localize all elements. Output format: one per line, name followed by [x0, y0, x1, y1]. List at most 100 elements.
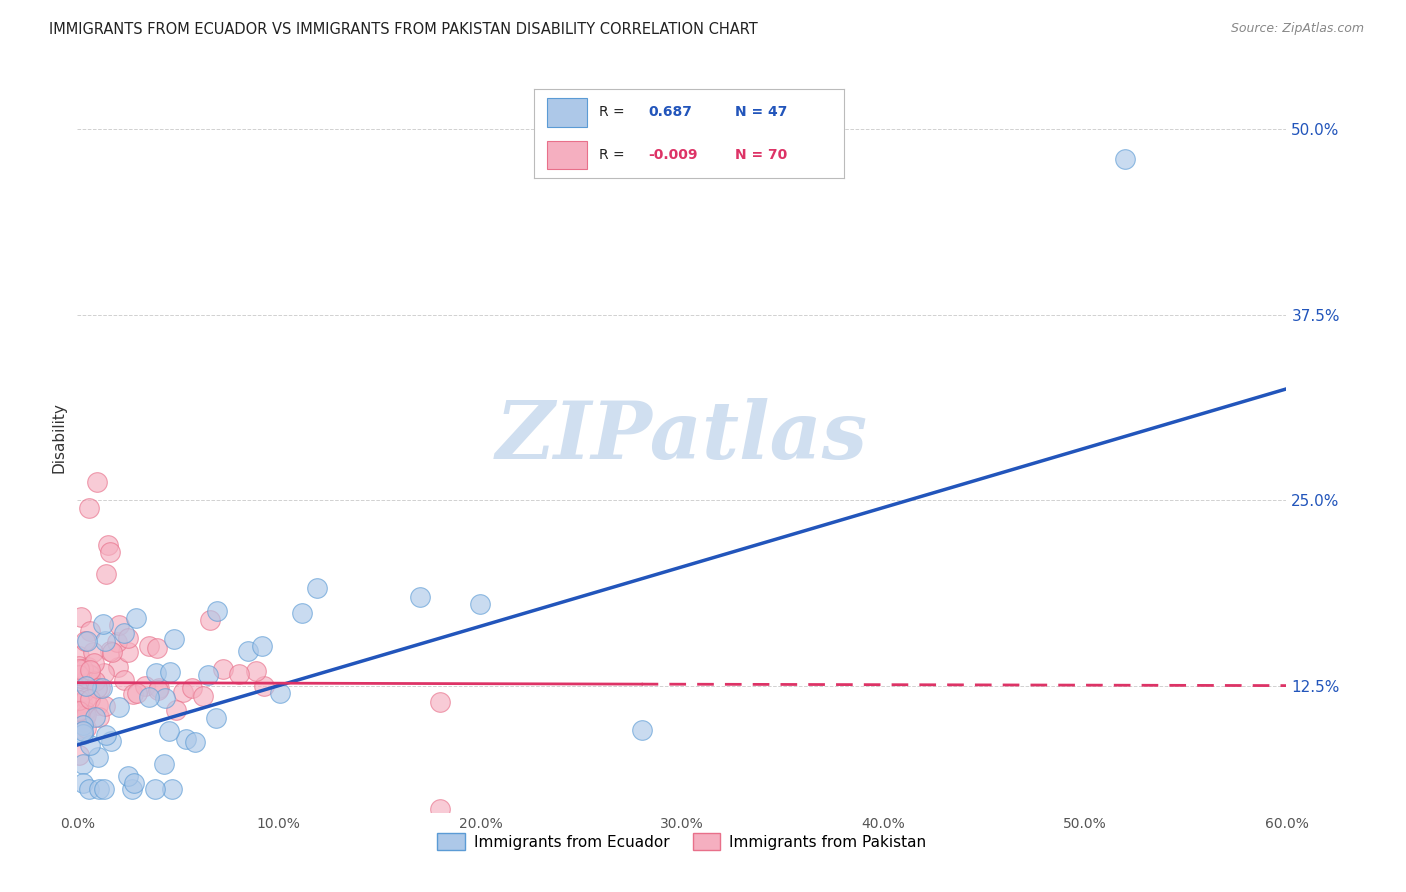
Point — [76, 659, 98, 673]
Point — [75, 690, 97, 705]
Point — [245, 664, 267, 678]
Point — [145, 782, 167, 797]
Point — [69, 676, 91, 690]
Point — [69, 703, 91, 717]
Point — [100, 734, 122, 748]
Point — [96, 538, 118, 552]
Point — [75, 634, 97, 648]
Point — [89, 710, 111, 724]
Point — [145, 665, 167, 680]
Point — [184, 735, 207, 749]
FancyBboxPatch shape — [547, 141, 586, 169]
Text: -0.009: -0.009 — [648, 148, 699, 161]
Point — [87, 698, 110, 712]
Point — [70, 671, 93, 685]
Point — [429, 802, 451, 816]
Point — [121, 782, 143, 797]
Point — [108, 617, 131, 632]
Point — [79, 668, 101, 682]
Point — [73, 704, 96, 718]
Point — [409, 590, 432, 604]
Point — [252, 639, 274, 653]
Point — [67, 649, 90, 664]
Point — [117, 631, 139, 645]
Point — [75, 721, 97, 735]
Point — [117, 645, 139, 659]
Point — [124, 776, 146, 790]
Point — [67, 662, 90, 676]
Point — [77, 782, 100, 797]
Point — [291, 606, 314, 620]
Text: 0.687: 0.687 — [648, 105, 693, 119]
Point — [83, 709, 105, 723]
Point — [96, 728, 118, 742]
Point — [93, 782, 115, 797]
Point — [83, 656, 105, 670]
Point — [72, 669, 94, 683]
Point — [207, 604, 229, 618]
Point — [127, 686, 149, 700]
Point — [67, 686, 90, 700]
Point — [73, 711, 96, 725]
Point — [79, 738, 101, 752]
Point — [72, 717, 94, 731]
Point — [112, 673, 135, 688]
Point — [72, 722, 94, 736]
Point — [70, 610, 93, 624]
Point — [163, 632, 186, 647]
Point — [269, 686, 291, 700]
Point — [98, 644, 121, 658]
Point — [107, 660, 129, 674]
Text: R =: R = — [599, 105, 624, 119]
Point — [91, 617, 114, 632]
Point — [148, 681, 170, 695]
Point — [153, 691, 176, 706]
Text: IMMIGRANTS FROM ECUADOR VS IMMIGRANTS FROM PAKISTAN DISABILITY CORRELATION CHART: IMMIGRANTS FROM ECUADOR VS IMMIGRANTS FR… — [49, 22, 758, 37]
Point — [94, 633, 117, 648]
Text: N = 70: N = 70 — [735, 148, 787, 161]
Point — [72, 775, 94, 789]
Point — [75, 679, 97, 693]
Point — [76, 671, 98, 685]
Legend: Immigrants from Ecuador, Immigrants from Pakistan: Immigrants from Ecuador, Immigrants from… — [432, 827, 932, 856]
Point — [174, 732, 197, 747]
Point — [72, 757, 94, 772]
Point — [146, 641, 169, 656]
Point — [153, 757, 176, 772]
Point — [87, 750, 110, 764]
FancyBboxPatch shape — [547, 98, 586, 127]
Point — [89, 782, 111, 797]
Point — [630, 723, 652, 738]
Point — [181, 681, 204, 695]
Point — [79, 624, 101, 638]
Point — [67, 659, 90, 673]
Point — [160, 782, 183, 797]
Point — [86, 475, 108, 490]
Point — [79, 663, 101, 677]
Point — [204, 711, 226, 725]
Point — [165, 703, 187, 717]
Point — [429, 695, 451, 709]
Point — [72, 726, 94, 740]
Point — [470, 597, 492, 611]
Point — [157, 724, 180, 739]
Point — [79, 692, 101, 706]
Point — [89, 681, 111, 695]
Point — [121, 686, 143, 700]
Point — [112, 626, 135, 640]
Point — [91, 681, 114, 695]
Point — [67, 692, 90, 706]
Point — [107, 700, 129, 714]
Point — [72, 715, 94, 730]
Point — [138, 639, 160, 653]
Text: ZIPatlas: ZIPatlas — [496, 399, 868, 475]
Point — [1114, 152, 1136, 166]
Point — [101, 645, 124, 659]
Point — [172, 685, 194, 699]
Point — [77, 666, 100, 681]
Point — [307, 582, 329, 596]
Point — [193, 689, 215, 703]
Text: N = 47: N = 47 — [735, 105, 787, 119]
Point — [238, 644, 260, 658]
Point — [84, 674, 107, 689]
